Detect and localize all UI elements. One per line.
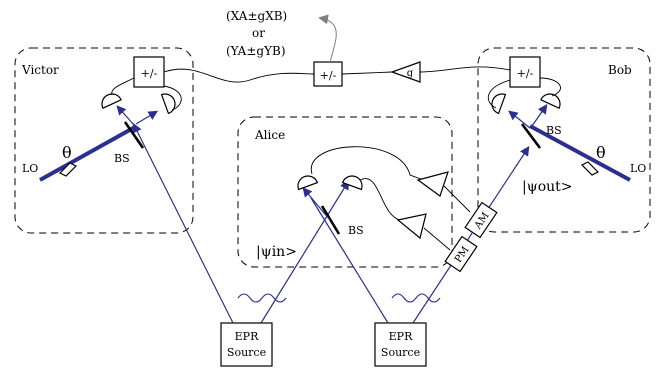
detector-icon bbox=[101, 93, 122, 110]
squiggle-icon bbox=[237, 293, 287, 303]
plusminus-victor-label: +/- bbox=[141, 67, 158, 80]
epr-source-right bbox=[374, 322, 427, 367]
wire-amp-to-am bbox=[443, 185, 471, 213]
beam-alice-to-left-detector bbox=[302, 187, 331, 221]
epr-left-line1: EPR bbox=[235, 330, 259, 343]
plusminus-center-label: +/- bbox=[320, 69, 337, 82]
detector-icon bbox=[341, 175, 363, 191]
psi-out-label: |ψout> bbox=[522, 179, 573, 195]
bs-bob-label: BS bbox=[546, 124, 562, 137]
epr-right-line2: Source bbox=[381, 346, 420, 359]
wire-alice-bottom bbox=[359, 178, 401, 221]
lo-left-label: LO bbox=[22, 162, 38, 175]
wire-victor-det2 bbox=[163, 85, 182, 111]
am-modulator: AM bbox=[464, 201, 498, 239]
lo-right-label: LO bbox=[630, 162, 646, 175]
plusminus-bob-label: +/- bbox=[517, 67, 534, 80]
wire-amp-to-pm bbox=[423, 227, 451, 251]
victor-region bbox=[14, 47, 194, 234]
polarizer-icon bbox=[580, 161, 600, 176]
wire-bob-det2 bbox=[539, 77, 561, 97]
beam-epr-right-to-bob bbox=[412, 145, 530, 324]
bs-alice-label: BS bbox=[348, 224, 364, 237]
gain-label: g bbox=[407, 68, 414, 79]
wire-gain-to-bob bbox=[419, 66, 511, 73]
theta-left-label: θ bbox=[62, 143, 72, 162]
beam-epr-left-to-victor bbox=[132, 122, 234, 324]
output-line1: (XA±gXB) bbox=[226, 9, 287, 23]
victor-label: Victor bbox=[21, 63, 59, 77]
beam-epr-right-to-alice bbox=[310, 197, 389, 324]
psi-in-label: |ψin> bbox=[256, 244, 297, 260]
bob-region bbox=[477, 47, 651, 233]
squiggle-icon bbox=[391, 293, 441, 303]
beam-splitter-icon bbox=[320, 205, 341, 235]
epr-source-left bbox=[220, 322, 273, 367]
amplifier-icon bbox=[416, 171, 449, 197]
output-line2: (YA±gYB) bbox=[226, 44, 286, 58]
epr-left-line2: Source bbox=[227, 346, 266, 359]
plusminus-victor-box bbox=[133, 56, 165, 88]
detector-icon bbox=[160, 93, 176, 115]
wire-victor-det1 bbox=[111, 77, 135, 96]
wire-victor-to-center bbox=[163, 68, 315, 83]
output-arrow bbox=[318, 14, 337, 63]
bs-victor-label: BS bbox=[114, 152, 130, 165]
detector-icon bbox=[540, 93, 561, 110]
beam-splitter-icon bbox=[123, 121, 145, 149]
beam-victor-to-det2 bbox=[135, 110, 159, 125]
amplifier-icon bbox=[396, 213, 427, 240]
plusminus-bob-box bbox=[509, 56, 541, 88]
detector-icon bbox=[297, 175, 319, 191]
lo-beam-bob bbox=[529, 124, 631, 182]
pm-modulator: PM bbox=[444, 235, 478, 273]
wire-alice-top bbox=[310, 146, 433, 184]
polarizer-icon bbox=[58, 162, 78, 177]
detector-icon bbox=[491, 93, 507, 115]
output-or: or bbox=[252, 26, 265, 40]
beam-victor-to-det1 bbox=[116, 105, 135, 126]
alice-region bbox=[237, 116, 453, 268]
wire-center-to-gain bbox=[341, 71, 393, 75]
alice-label: Alice bbox=[254, 128, 285, 142]
wire-bob-det1 bbox=[487, 79, 511, 109]
bob-label: Bob bbox=[608, 63, 632, 77]
epr-right-line1: EPR bbox=[389, 330, 413, 343]
lo-beam-victor bbox=[39, 125, 136, 182]
beam-bob-to-det1 bbox=[508, 110, 531, 129]
theta-right-label: θ bbox=[596, 143, 606, 162]
beam-splitter-icon bbox=[520, 123, 542, 149]
beam-bob-to-det2 bbox=[531, 104, 548, 127]
